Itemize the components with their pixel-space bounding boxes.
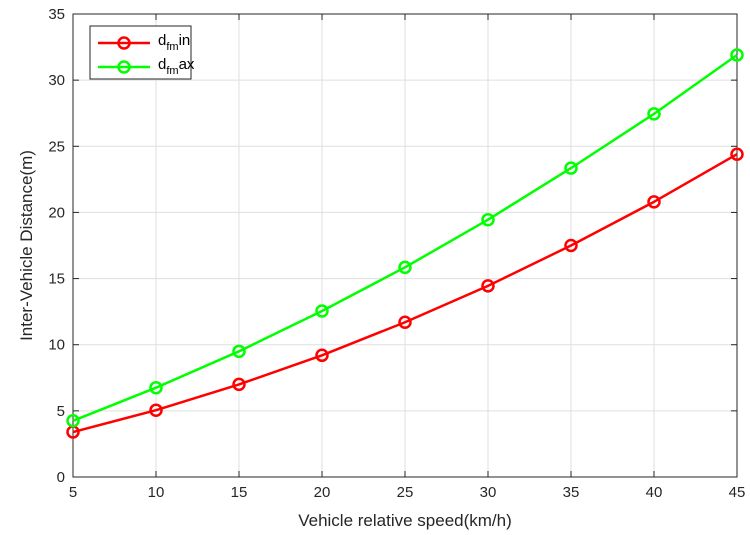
legend-label-2: dfmax <box>158 56 195 77</box>
y-tick-label-10: 10 <box>48 337 65 354</box>
x-tick-label-30: 30 <box>480 484 497 501</box>
series-2-point-35 <box>564 161 578 175</box>
legend: dfmin dfmax <box>89 25 195 80</box>
x-tick-label-20: 20 <box>314 484 331 501</box>
legend-entry-1: dfmin <box>98 32 190 53</box>
series-2-point-15 <box>232 344 246 359</box>
y-tick-label-20: 20 <box>48 204 65 221</box>
x-tick-label-15: 15 <box>231 484 248 501</box>
series-1-point-15 <box>232 377 246 392</box>
series-2-line <box>72 53 738 422</box>
series-1-point-40 <box>647 195 661 209</box>
series-2-point-30 <box>481 212 495 227</box>
series-1-point-20 <box>315 348 329 363</box>
series-2-point-25 <box>398 260 412 275</box>
y-tick-label-30: 30 <box>48 72 65 89</box>
series-2-point-10 <box>149 380 163 395</box>
legend-label-2-main: d <box>158 56 166 73</box>
series-1-point-25 <box>398 315 412 329</box>
series-2-point-45 <box>730 48 744 62</box>
series-1-point-35 <box>564 238 578 253</box>
legend-entry-2: dfmax <box>98 56 195 77</box>
y-tick-label-0: 0 <box>57 469 65 486</box>
series-group <box>66 48 744 439</box>
x-tick-label-5: 5 <box>69 484 77 501</box>
legend-label-2-tail: ax <box>179 56 195 73</box>
legend-label-1-tail: in <box>179 32 191 49</box>
series-1-point-30 <box>481 279 495 293</box>
series-1-line <box>72 153 738 434</box>
x-tick-label-40: 40 <box>646 484 663 501</box>
legend-label-1-main: d <box>158 32 166 49</box>
series-2-point-20 <box>315 304 329 318</box>
legend-label-1: dfmin <box>158 32 190 53</box>
series-2-point-40 <box>647 107 661 121</box>
x-tick-label-45: 45 <box>729 484 746 501</box>
legend-marker-1 <box>117 36 131 50</box>
x-axis-title: Vehicle relative speed(km/h) <box>298 511 512 530</box>
legend-label-2-sub: fm <box>166 65 178 77</box>
x-tick-label-10: 10 <box>148 484 165 501</box>
x-tick-label-25: 25 <box>397 484 414 501</box>
legend-marker-2 <box>117 60 131 74</box>
y-axis-title: Inter-Vehicle Distance(m) <box>17 150 36 341</box>
series-1 <box>66 147 744 439</box>
series-1-point-10 <box>149 403 163 417</box>
legend-label-1-sub: fm <box>166 41 178 53</box>
y-tick-label-25: 25 <box>48 138 65 155</box>
x-tick-label-35: 35 <box>563 484 580 501</box>
y-tick-label-35: 35 <box>48 6 65 23</box>
axes <box>72 13 738 478</box>
y-tick-label-5: 5 <box>57 403 65 420</box>
series-1-point-45 <box>730 147 744 161</box>
series-2 <box>66 48 744 428</box>
y-tick-label-15: 15 <box>48 271 65 288</box>
series-2-point-5 <box>66 414 80 428</box>
legend-box <box>89 25 192 80</box>
